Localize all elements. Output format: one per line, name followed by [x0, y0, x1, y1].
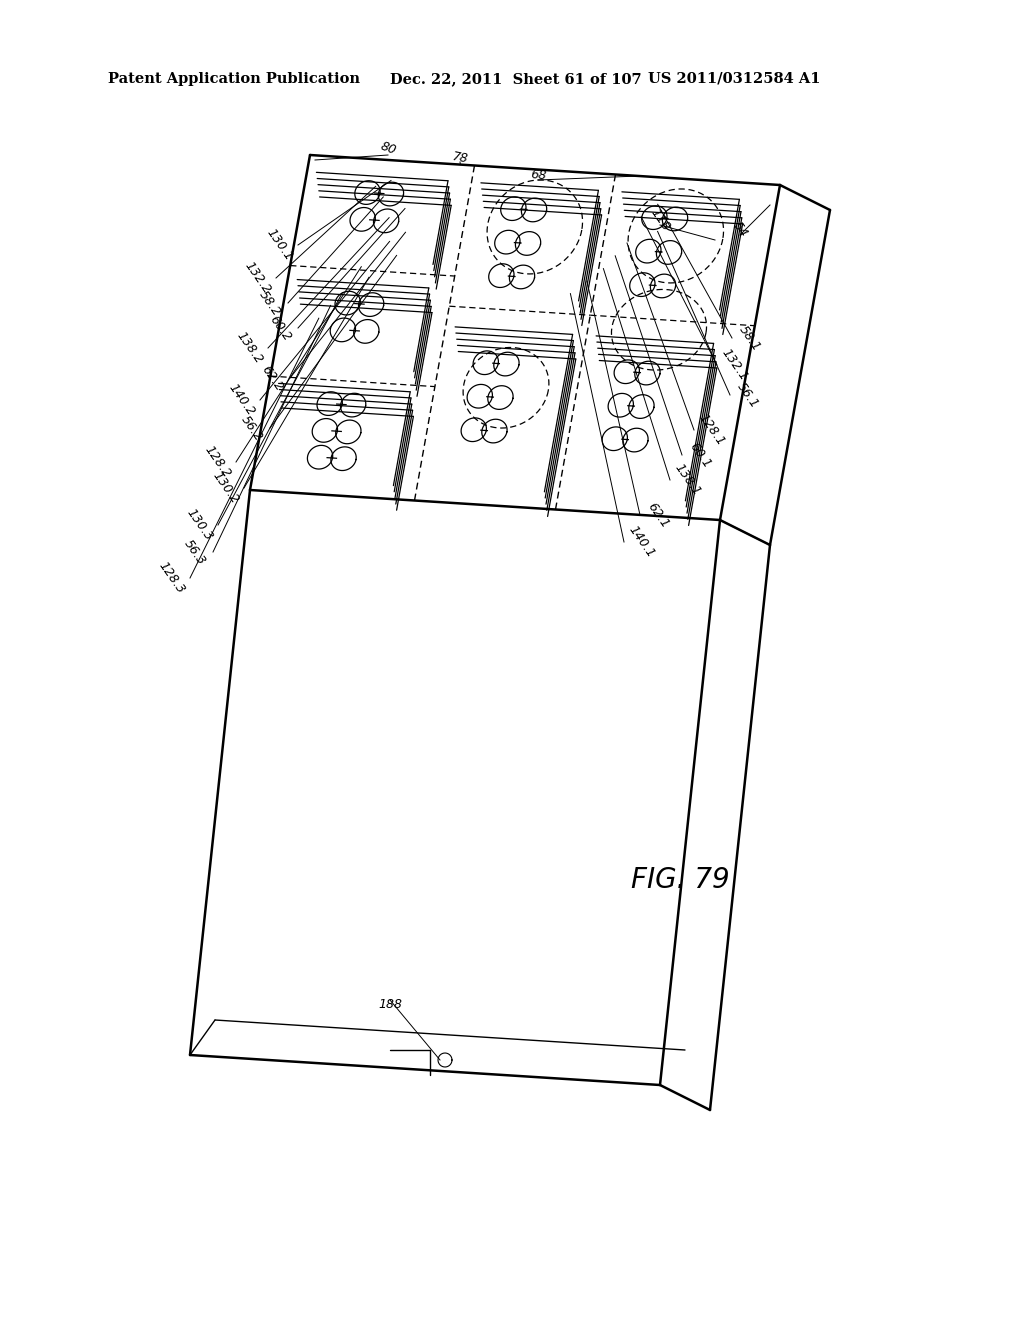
Text: 128.1: 128.1: [696, 412, 728, 449]
Text: US 2011/0312584 A1: US 2011/0312584 A1: [648, 73, 820, 86]
Text: 140.1: 140.1: [627, 524, 657, 561]
Text: 58.2: 58.2: [257, 288, 284, 318]
Text: 128.2: 128.2: [203, 444, 233, 480]
Text: 80: 80: [378, 139, 397, 157]
Text: 132.2: 132.2: [243, 260, 273, 297]
Text: 130.2: 130.2: [210, 470, 242, 507]
Text: 62.2: 62.2: [259, 363, 286, 393]
Text: 138.2: 138.2: [234, 330, 265, 367]
Text: FIG. 79: FIG. 79: [631, 866, 729, 894]
Text: 60.2: 60.2: [266, 313, 293, 343]
Text: 56.1: 56.1: [734, 380, 762, 411]
Text: 56.2: 56.2: [239, 413, 265, 444]
Text: 132.1: 132.1: [719, 347, 751, 384]
Text: Dec. 22, 2011  Sheet 61 of 107: Dec. 22, 2011 Sheet 61 of 107: [390, 73, 642, 86]
Text: 58.1: 58.1: [736, 323, 763, 354]
Text: 130.1: 130.1: [264, 227, 296, 264]
Text: 54: 54: [730, 219, 750, 240]
Text: 56.3: 56.3: [181, 537, 208, 568]
Text: 62.1: 62.1: [645, 500, 672, 531]
Text: 118: 118: [648, 206, 672, 234]
Text: 138.1: 138.1: [673, 462, 703, 499]
Text: 128.3: 128.3: [157, 560, 187, 597]
Text: 140.2: 140.2: [226, 381, 258, 418]
Text: Patent Application Publication: Patent Application Publication: [108, 73, 360, 86]
Text: 78: 78: [451, 150, 469, 166]
Text: 68: 68: [529, 168, 547, 182]
Text: 60.1: 60.1: [687, 440, 714, 470]
Text: 130.3: 130.3: [184, 507, 216, 544]
Text: 188: 188: [378, 998, 402, 1011]
